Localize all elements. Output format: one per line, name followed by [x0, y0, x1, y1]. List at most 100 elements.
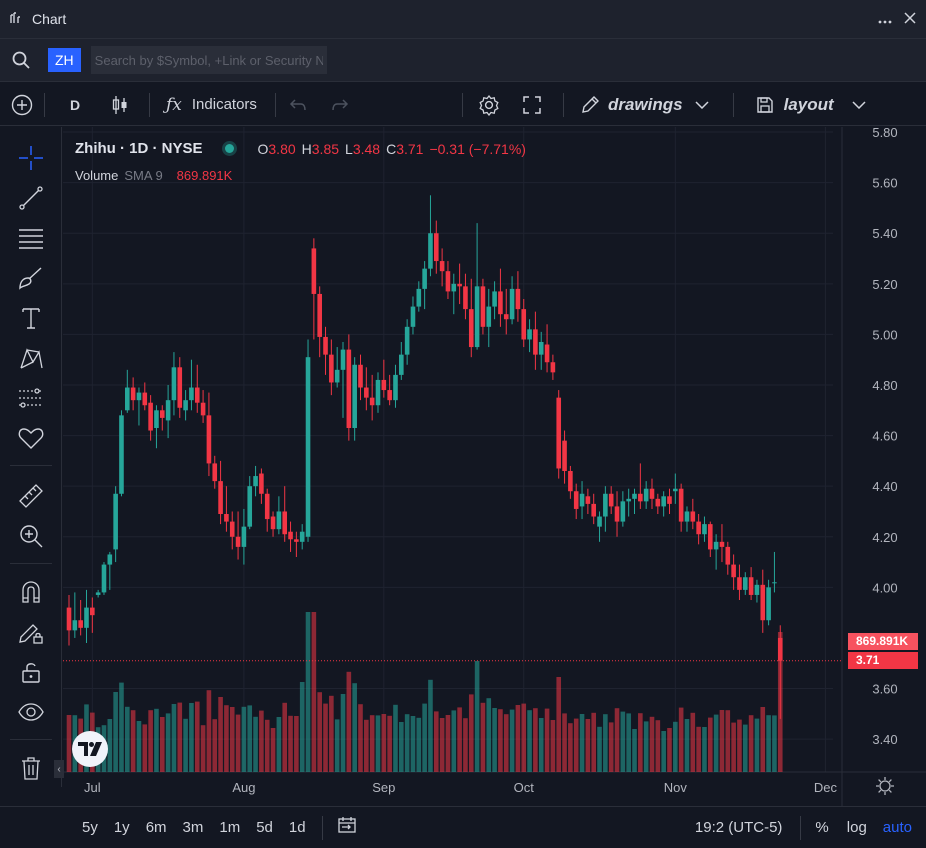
volume-bar — [107, 719, 113, 772]
settings-button[interactable] — [463, 84, 515, 126]
measure-tool[interactable] — [14, 479, 48, 513]
volume-bar — [754, 718, 760, 772]
volume-bar — [515, 705, 521, 772]
forecast-tool[interactable] — [14, 381, 48, 415]
volume-value: 869.891K — [176, 168, 233, 183]
favorites-tool[interactable] — [14, 421, 48, 455]
percent-scale-toggle[interactable]: % — [815, 819, 829, 836]
candle-body — [235, 536, 241, 547]
candle-body — [527, 329, 532, 340]
goto-date-button[interactable] — [323, 816, 371, 839]
layout-button[interactable]: layout — [734, 84, 876, 126]
price-tick-label: 5.60 — [872, 176, 897, 191]
volume-bar — [200, 725, 206, 772]
drawings-button[interactable]: drawings — [564, 84, 719, 126]
auto-scale-toggle[interactable]: auto — [882, 819, 912, 836]
search-input[interactable] — [90, 46, 327, 74]
volume-bar — [702, 727, 707, 772]
add-symbol-button[interactable] — [0, 84, 44, 126]
range-5y[interactable]: 5y — [82, 819, 98, 836]
tools-divider — [10, 465, 52, 466]
volume-bar — [358, 704, 363, 772]
volume-bar — [241, 706, 247, 772]
volume-bar — [643, 721, 649, 772]
zoom-tool[interactable] — [14, 519, 48, 553]
remove-drawings-tool[interactable] — [14, 751, 48, 785]
indicators-button[interactable]: ƒx Indicators — [150, 84, 265, 126]
candle-body — [515, 288, 521, 310]
candle-body — [638, 493, 643, 502]
range-1y[interactable]: 1y — [113, 819, 130, 836]
candle-body — [358, 364, 363, 388]
ruler-icon — [19, 484, 43, 508]
horizontal-lines-tool[interactable] — [14, 221, 48, 255]
redo-button[interactable] — [320, 84, 360, 126]
range-3m[interactable]: 3m — [182, 819, 204, 836]
close-icon[interactable] — [904, 11, 916, 28]
volume-bar — [235, 714, 241, 772]
candle-body — [708, 524, 713, 550]
window-titlebar: Chart — [0, 0, 926, 38]
volume-bar — [399, 722, 404, 772]
price-tick-label: 5.40 — [872, 226, 897, 241]
ticker-chip[interactable]: ZH — [48, 48, 81, 72]
volume-bar — [288, 715, 293, 772]
symbol-title[interactable]: Zhihu · 1D · NYSE — [75, 140, 203, 157]
zoom-in-icon — [20, 525, 43, 548]
chart-type-button[interactable] — [105, 84, 135, 126]
undo-button[interactable] — [276, 84, 320, 126]
candle-body — [725, 546, 731, 565]
redo-icon — [332, 98, 348, 110]
candle-body — [305, 357, 311, 537]
lock-drawings-tool[interactable] — [14, 615, 48, 649]
candle-body — [649, 488, 655, 499]
candle-body — [433, 233, 439, 262]
candle-body — [556, 397, 562, 469]
interval-button[interactable]: D — [69, 96, 81, 113]
chart-toolbar: D ƒx Indicators drawings layout — [0, 84, 926, 126]
market-status-icon[interactable] — [224, 144, 234, 153]
range-1d[interactable]: 1d — [288, 819, 306, 836]
candle-body — [119, 415, 124, 494]
volume-bar — [748, 715, 754, 772]
candle-body — [95, 592, 101, 595]
trend-line-tool[interactable] — [14, 181, 48, 215]
candle-body — [416, 288, 422, 307]
range-1m[interactable]: 1m — [219, 819, 241, 836]
volume-bar — [369, 715, 375, 772]
pattern-tool[interactable] — [14, 341, 48, 375]
volume-bar — [148, 710, 153, 772]
candle-body — [387, 390, 392, 401]
timezone-clock[interactable]: 19:2 (UTC-5) — [694, 819, 783, 836]
chevron-left-icon: ‹ — [57, 763, 61, 775]
range-5d[interactable]: 5d — [256, 819, 273, 836]
volume-bar — [678, 707, 684, 772]
symbol-legend: Zhihu · 1D · NYSE O3.80 H3.85 L3.48 C3.7… — [75, 140, 526, 157]
log-scale-toggle[interactable]: log — [846, 819, 867, 836]
price-tick-label: 4.40 — [872, 479, 897, 494]
fullscreen-button[interactable] — [515, 84, 549, 126]
brush-tool[interactable] — [14, 261, 48, 295]
volume-bar — [608, 722, 614, 772]
time-tick-label: Dec — [814, 780, 838, 795]
magnet-tool[interactable] — [14, 575, 48, 609]
volume-bar — [352, 683, 357, 772]
volume-bar — [579, 714, 585, 772]
volume-bar — [270, 728, 276, 772]
collapse-toolbar-button[interactable]: ‹ — [54, 760, 64, 778]
volume-bar — [457, 707, 462, 772]
more-options-icon[interactable] — [878, 11, 892, 28]
range-6m[interactable]: 6m — [145, 819, 167, 836]
price-chart[interactable]: 5.80 5.60 5.40 5.20 5.00 4.80 4.60 4.40 4.20 4.00… — [63, 127, 926, 807]
text-tool[interactable] — [14, 301, 48, 335]
candle-body — [288, 531, 293, 540]
search-icon[interactable] — [0, 51, 42, 69]
candle-body — [200, 402, 206, 416]
lock-all-tool[interactable] — [14, 655, 48, 689]
hide-drawings-tool[interactable] — [14, 695, 48, 729]
crosshair-tool[interactable] — [14, 141, 48, 175]
volume-bar — [667, 728, 672, 772]
tradingview-logo[interactable] — [72, 731, 108, 767]
candle-body — [142, 392, 148, 406]
volume-bar — [439, 718, 445, 772]
